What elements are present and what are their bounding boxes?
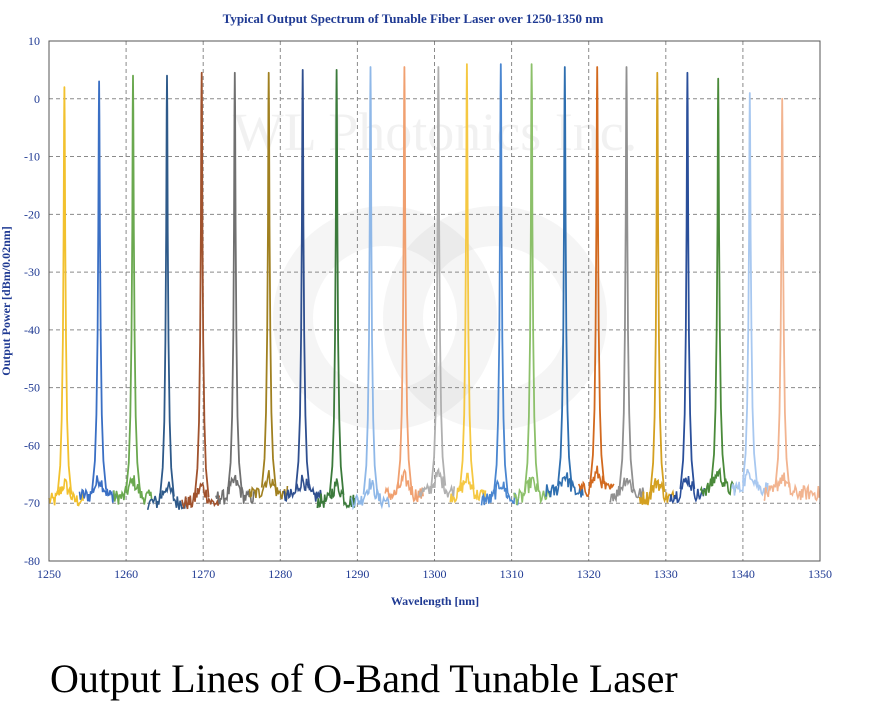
x-tick-label: 1300 [423,567,447,581]
noise-trace [449,472,487,504]
noise-trace [248,470,289,501]
laser-peak [125,74,141,492]
noise-trace [480,479,520,506]
y-tick-label: -50 [24,381,40,395]
x-tick-label: 1310 [500,567,524,581]
x-tick-label: 1270 [191,567,215,581]
noise-trace [350,478,390,511]
noise-trace [513,476,551,506]
noise-trace [316,478,356,509]
laser-peak [557,66,573,486]
noise-floor [48,465,820,511]
laser-peak [710,77,727,484]
laser-peak [193,71,210,498]
laser-peak [742,92,758,483]
noise-trace [181,482,220,510]
x-tick-label: 1280 [268,567,292,581]
laser-peak [523,63,540,492]
figure-caption: Output Lines of O-Band Tunable Laser [50,656,678,701]
laser-peak [159,74,175,497]
laser-peak [328,69,345,496]
x-tick-label: 1250 [37,567,61,581]
noise-trace [609,477,645,503]
y-tick-label: -60 [24,438,40,452]
noise-trace [669,476,706,504]
y-tick-label: -40 [24,323,40,337]
noise-trace [384,468,424,503]
laser-peak [56,86,73,495]
x-tick-label: 1320 [577,567,601,581]
noise-trace [48,478,84,507]
x-axis-ticks: 1250 1260 1270 1280 1290 1300 1310 1320 1330 1340… [37,567,832,581]
x-axis-label: Wavelength [nm] [391,594,479,608]
noise-trace [699,467,737,497]
noise-trace [113,475,153,505]
noise-trace [545,472,584,498]
plot-frame [48,40,821,562]
y-tick-label: -30 [24,265,40,279]
laser-peak [679,71,696,490]
noise-trace [215,474,255,505]
laser-peak [618,66,635,489]
laser-peak [459,63,475,490]
noise-trace [418,467,455,499]
y-tick-label: 0 [34,92,40,106]
laser-peak [589,66,605,485]
y-tick-label: -80 [24,554,40,568]
chart-title: Typical Output Spectrum of Tunable Fiber… [223,11,604,26]
laser-peak [227,71,243,492]
spectrum-chart: Typical Output Spectrum of Tunable Fiber… [0,11,832,608]
laser-peaks [56,63,791,498]
laser-peak [430,66,447,486]
y-tick-label: -20 [24,207,40,221]
laser-peak [493,63,509,494]
laser-peak [91,80,107,490]
x-tick-label: 1340 [731,567,755,581]
noise-trace [763,472,820,502]
y-tick-label: -10 [24,150,40,164]
y-axis-label: Output Power [dBm/0.02nm] [0,226,13,375]
laser-peak [260,71,277,488]
x-tick-label: 1290 [345,567,369,581]
laser-peak [774,97,791,488]
noise-trace [283,474,323,503]
laser-peak [362,66,379,495]
x-tick-label: 1330 [654,567,678,581]
noise-trace [577,465,615,497]
laser-peak [396,66,413,489]
y-axis-ticks: 10 0 -10 -20 -30 -40 -50 -60 -70 -80 [24,34,40,568]
y-tick-label: 10 [28,34,40,48]
laser-peak [294,69,311,491]
x-tick-label: 1350 [808,567,832,581]
y-tick-label: -70 [24,496,40,510]
x-tick-label: 1260 [114,567,138,581]
noise-trace [78,475,120,503]
noise-trace [146,481,188,510]
noise-trace [730,468,769,497]
noise-trace [638,478,675,506]
laser-peak [649,71,666,493]
